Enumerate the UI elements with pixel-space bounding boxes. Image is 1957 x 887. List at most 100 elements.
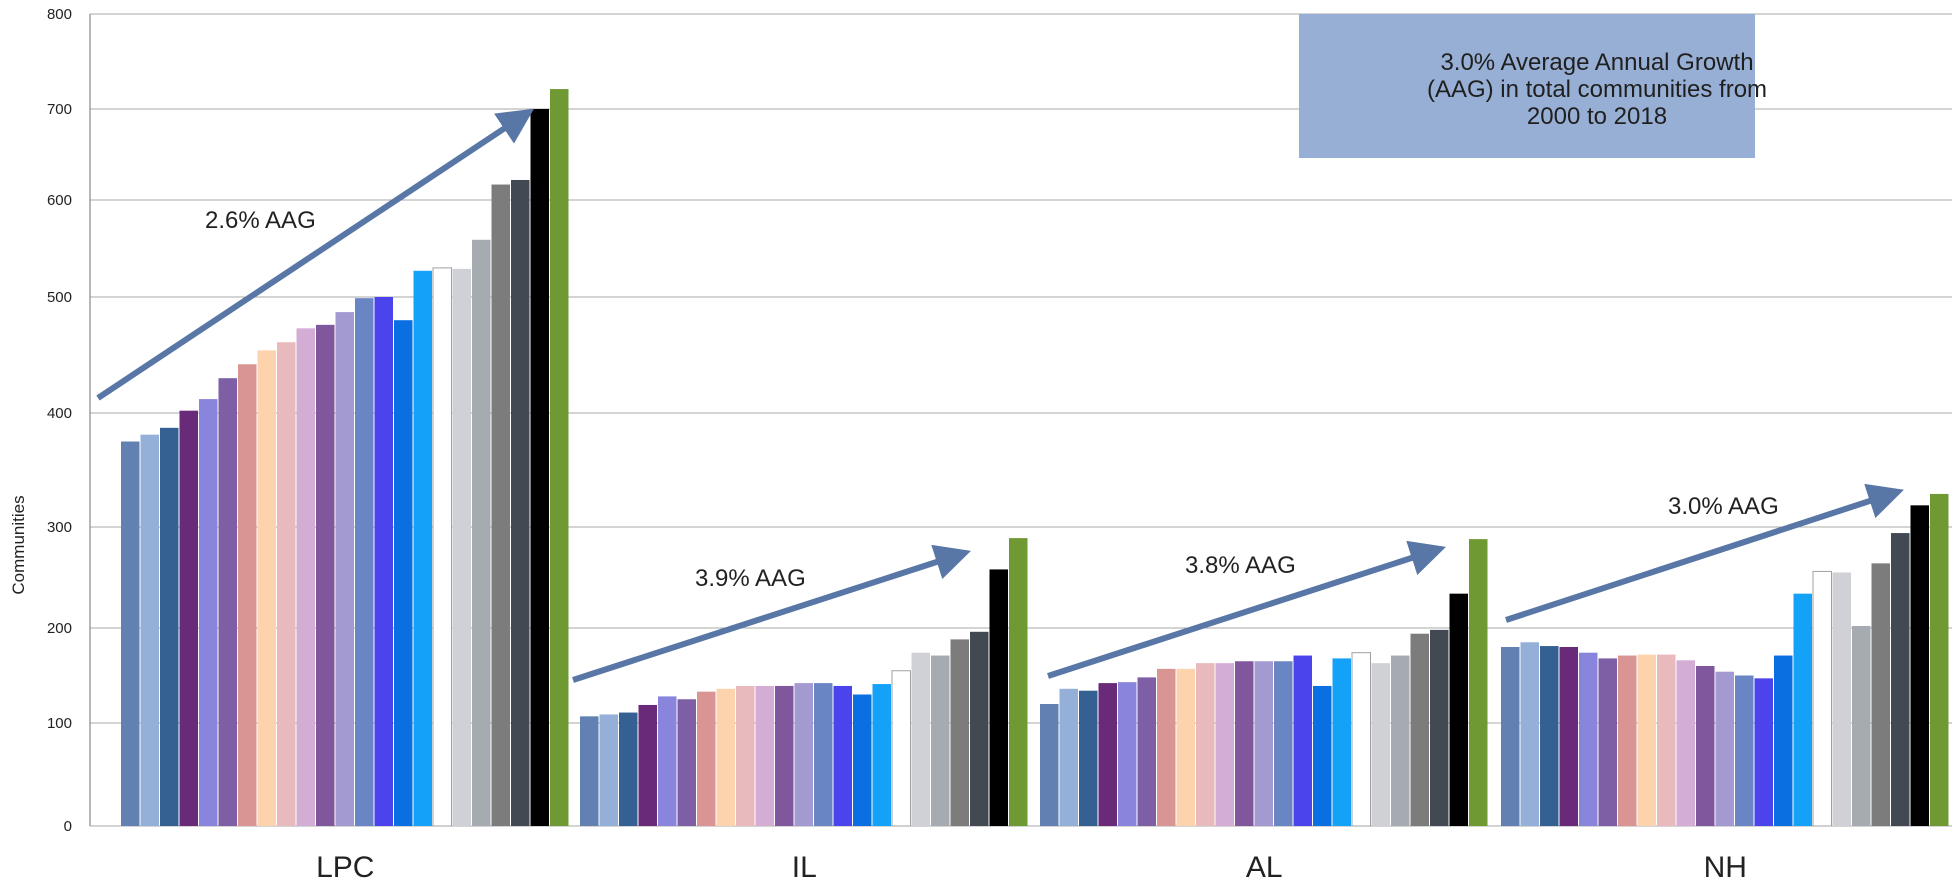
bar-il-9: [736, 685, 755, 826]
bar-il-13: [814, 683, 833, 826]
bar-nh-2: [1520, 642, 1539, 826]
bar-il-15: [853, 694, 872, 826]
bar-lpc-19: [472, 239, 491, 826]
bar-nh-7: [1618, 655, 1637, 826]
bar-lpc-9: [277, 342, 296, 826]
aag-label-4: 3.0% AAG: [1668, 493, 1779, 520]
bar-lpc-18: [452, 268, 471, 826]
bar-lpc-23: [550, 89, 569, 827]
bar-nh-8: [1637, 654, 1656, 826]
bar-al-17: [1351, 652, 1371, 827]
category-label-al: AL: [1246, 851, 1283, 884]
bar-nh-23: [1930, 493, 1949, 826]
bar-al-18: [1371, 663, 1390, 826]
bar-al-13: [1274, 661, 1293, 826]
bar-nh-16: [1793, 593, 1812, 826]
trend-arrows: 2.6% AAG 3.9% AAG 3.8% AAG 3.0% AAG: [96, 108, 1904, 683]
bar-nh-17: [1812, 570, 1832, 827]
bar-nh-18: [1832, 572, 1851, 826]
bar-lpc-8: [257, 350, 276, 826]
bar-nh-11: [1696, 666, 1715, 826]
bar-il-19: [931, 655, 950, 826]
bar-nh-10: [1676, 660, 1695, 826]
bar-lpc-16: [413, 270, 432, 826]
bar-al-5: [1118, 682, 1137, 826]
bar-al-20: [1410, 633, 1429, 826]
bar-il-14: [833, 685, 852, 826]
bar-al-2: [1059, 688, 1078, 826]
bar-al-6: [1137, 677, 1156, 826]
bar-al-1: [1040, 704, 1059, 826]
bar-lpc-14: [374, 297, 393, 826]
aag-label-2: 3.9% AAG: [695, 565, 806, 592]
bar-al-15: [1313, 685, 1332, 826]
bar-lpc-20: [491, 184, 510, 826]
growth-textbox-line-2: (AAG) in total communities from: [1427, 76, 1767, 103]
bar-il-23: [1009, 538, 1028, 826]
bar-al-7: [1157, 668, 1176, 826]
bar-lpc-12: [335, 312, 354, 827]
bar-lpc-10: [296, 328, 315, 826]
y-tick-400: 400: [47, 405, 72, 422]
bar-lpc-13: [355, 298, 374, 826]
bar-nh-22: [1910, 505, 1929, 826]
bar-il-11: [775, 685, 794, 826]
growth-textbox-line-3: 2000 to 2018: [1527, 103, 1667, 130]
trend-arrow-3: [1047, 540, 1446, 679]
bar-lpc-2: [140, 434, 159, 826]
y-tick-600: 600: [47, 192, 72, 209]
growth-textbox: 3.0% Average Annual Growth (AAG) in tota…: [1299, 14, 1767, 158]
bar-lpc-7: [238, 364, 257, 826]
bar-al-19: [1391, 655, 1410, 826]
bar-al-8: [1176, 668, 1195, 826]
y-tick-labels: 0 100 200 300 400 500 600 700 800: [47, 6, 72, 835]
aag-label-3: 3.8% AAG: [1185, 552, 1296, 579]
bar-il-1: [580, 716, 599, 826]
bar-il-12: [794, 683, 813, 826]
y-tick-0: 0: [64, 818, 72, 835]
bar-lpc-17: [432, 267, 452, 827]
bar-il-18: [911, 652, 930, 826]
category-label-lpc: LPC: [316, 851, 374, 884]
bar-al-22: [1449, 593, 1468, 826]
bar-al-14: [1293, 655, 1312, 826]
bar-nh-13: [1735, 675, 1754, 826]
y-tick-300: 300: [47, 519, 72, 536]
trend-arrow-4: [1505, 483, 1904, 623]
bar-nh-9: [1657, 654, 1676, 826]
category-label-il: IL: [792, 851, 817, 884]
bar-al-10: [1215, 663, 1234, 826]
bar-lpc-15: [394, 320, 413, 826]
bar-il-7: [697, 691, 716, 826]
bar-il-8: [716, 688, 735, 826]
y-tick-800: 800: [47, 6, 72, 23]
bar-lpc-22: [530, 109, 549, 826]
bar-al-21: [1430, 629, 1449, 826]
bar-il-4: [638, 704, 657, 826]
bar-nh-19: [1852, 625, 1871, 826]
y-tick-100: 100: [47, 715, 72, 732]
bar-il-22: [989, 569, 1008, 826]
bar-il-3: [619, 712, 638, 826]
bar-il-16: [872, 684, 891, 826]
bar-al-3: [1079, 690, 1098, 826]
bar-al-11: [1235, 661, 1254, 826]
bar-nh-5: [1579, 652, 1598, 826]
bar-il-20: [950, 639, 969, 826]
bar-al-9: [1196, 663, 1215, 826]
y-tick-500: 500: [47, 289, 72, 306]
bar-lpc-1: [121, 441, 140, 826]
bar-il-6: [677, 699, 696, 826]
bar-nh-14: [1754, 678, 1773, 826]
bar-lpc-5: [199, 399, 218, 826]
bar-lpc-11: [316, 324, 335, 826]
bar-nh-12: [1715, 671, 1734, 826]
bars: [121, 89, 1949, 827]
growth-textbox-bg: [1299, 14, 1755, 158]
bar-il-21: [970, 631, 989, 826]
bar-nh-3: [1540, 646, 1559, 826]
y-tick-200: 200: [47, 620, 72, 637]
bar-il-17: [891, 670, 911, 827]
bar-il-2: [599, 714, 618, 826]
